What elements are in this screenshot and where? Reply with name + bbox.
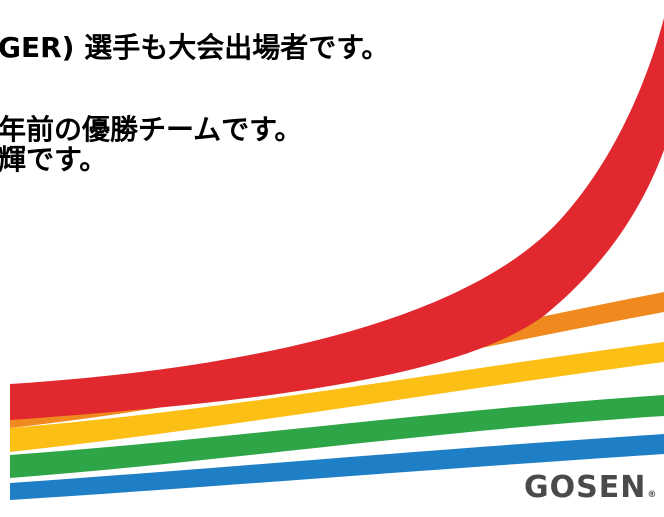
caption-line-1: GER) 選手も大会出場者です。 (0, 31, 390, 64)
gosen-logo: GOSEN® (524, 470, 657, 513)
logo-wordmark: GOSEN (524, 470, 647, 505)
red-stripe (10, 18, 664, 420)
yellow-stripe (10, 342, 664, 452)
green-stripe (10, 395, 664, 478)
blue-stripe (10, 434, 664, 500)
registered-mark-icon: ® (647, 490, 658, 500)
caption-line-3: 輝です。 (0, 143, 108, 176)
caption-line-2: 年前の優勝チームです。 (0, 113, 303, 146)
